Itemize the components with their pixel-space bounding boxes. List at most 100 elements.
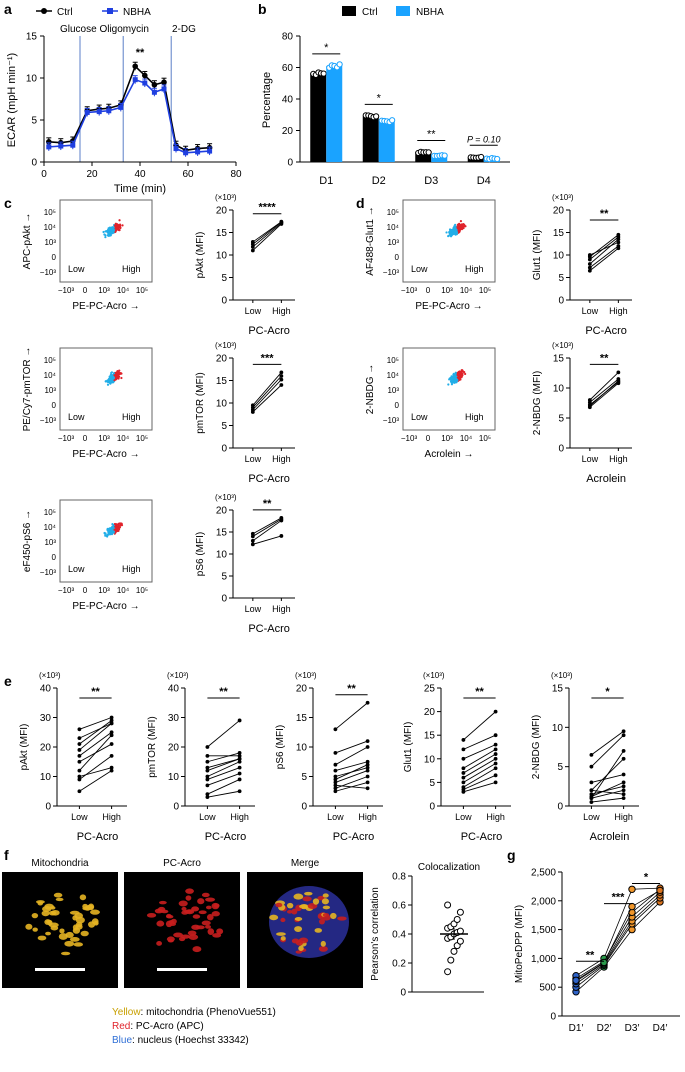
x-label-low: Low [245,604,262,614]
x-label-high: High [272,604,291,614]
pair-point-high [616,240,621,245]
pair-point-high [365,745,370,749]
pair-point-high [621,749,626,753]
flow-x-tick-label: 0 [426,434,431,443]
pair-point-high [237,756,242,761]
y-scale-label: (×10³) [551,671,573,680]
organelle-spot [41,910,50,917]
pair-line [589,241,619,256]
y-tick-label: 5 [31,116,37,127]
flow-event [111,227,114,230]
y-tick-label: 20 [40,743,52,754]
pair-point-low [461,787,466,792]
flow-x-tick-label: 10³ [98,286,110,295]
pair-point-high [237,789,242,794]
y-tick-label: 0 [221,444,227,455]
y-tick-label: 2,000 [531,896,556,907]
y-axis-label: Percentage [261,72,273,128]
flow-x-tick-label: −10³ [58,586,75,595]
x-tick-label: 40 [134,169,146,180]
x-axis-label: PC-Acro [461,831,503,843]
ctrl-point [142,72,148,79]
y-tick-label: 15 [553,228,565,239]
y-axis-label: pmTOR (MFI) [147,716,158,777]
y-tick-label: 20 [296,684,308,695]
legend-color-word: Yellow [112,1007,141,1018]
organelle-spot [187,930,197,936]
x-label-high: High [272,454,291,464]
pair-point-low [461,738,466,742]
organelle-spot [321,898,329,905]
flow-event [454,379,457,382]
pair-point-high [616,232,621,237]
significance-label: * [644,872,649,884]
organelle-spot [205,897,216,902]
significance-label: ** [475,686,484,698]
y-tick-label: 0 [221,296,227,307]
flow-x-tick-label: 10⁵ [136,586,148,595]
pair-point-low [333,789,338,794]
x-label-low: Low [582,306,599,316]
y-tick-label: 0.6 [392,901,406,912]
gate-label-high: High [122,564,141,574]
nbha-point [161,86,167,92]
flow-event [114,373,117,377]
y-tick-label: 15 [216,376,228,387]
organelle-spot [201,920,211,926]
pair-line [207,720,240,748]
organelle-spot [198,910,207,915]
y-tick-label: 0 [558,296,564,307]
y-tick-label: 10 [424,754,436,765]
y-axis-label: 2-NBDG (MFI) [532,371,543,435]
pair-point-low [587,268,592,273]
y-scale-label: (×10³) [423,671,445,680]
y-scale-label: (×10³) [167,671,189,680]
organelle-spot [159,900,167,905]
gate-label-high: High [122,412,141,422]
flow-event [451,381,454,384]
x-label-low: Low [71,812,88,822]
significance-label: ** [347,683,356,695]
significance-label: *** [612,892,626,904]
image-title: Merge [291,858,320,869]
organelle-spot [90,909,100,915]
pair-line [463,753,496,774]
y-axis-label: Glut1 (MFI) [532,230,543,281]
pair-point-low [250,534,255,539]
pair-point-high [365,739,370,743]
pair-point-low [250,538,255,543]
pair-line [463,734,496,750]
pair-point-low [77,753,82,758]
flow-x-tick-label: 10³ [441,286,453,295]
pair-line [463,774,496,790]
pair-point-high [237,777,242,782]
legend-line-blue: Blue: nucleus (Hoechst 33342) [112,1035,249,1046]
flow-event [111,528,114,531]
organelle-spot [298,945,304,951]
organelle-spot [48,922,59,928]
flow-event [452,377,455,380]
significance-label: *** [261,352,275,364]
pair-point-low [589,792,594,797]
organelle-spot [322,893,329,898]
colocalization-point [456,927,464,935]
flow-event [116,369,119,373]
pair-point-high [109,733,114,738]
pair-point-high [621,780,626,785]
legend-swatch-nbha [396,6,410,16]
replicate-dot [336,61,343,68]
pair-line [589,382,619,408]
colocalization-point [444,901,452,909]
scale-bar-label: 5 μm [171,954,193,965]
pair-point-high [365,765,370,770]
organelle-spot [337,916,347,921]
pair-point-low [205,792,210,797]
pair-line [79,720,112,745]
pair-point-low [205,768,210,773]
significance-label: ** [263,498,272,510]
flow-event [107,234,110,238]
x-tick-label: 80 [230,169,242,180]
flow-x-tick-label: 10⁵ [136,286,148,295]
flow-y-tick-label: 10⁵ [387,208,399,217]
pair-point-low [250,248,255,253]
